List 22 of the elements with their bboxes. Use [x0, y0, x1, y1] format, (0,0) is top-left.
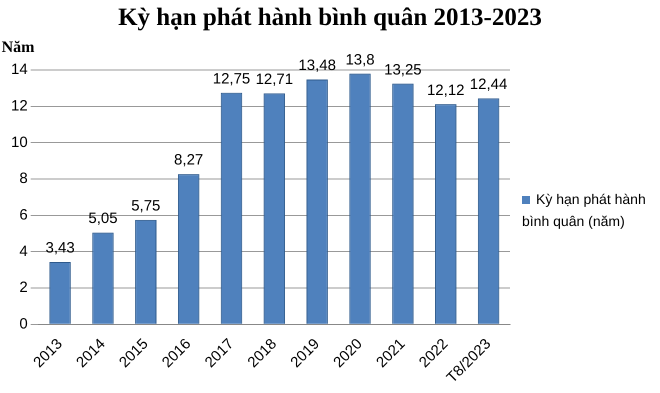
data-label: 5,75 — [131, 198, 160, 215]
y-tick-label: 2 — [19, 279, 28, 296]
data-label: 13,48 — [298, 57, 336, 74]
data-label: 12,44 — [470, 76, 508, 93]
data-label: 12,75 — [212, 70, 250, 88]
data-label: 12,12 — [426, 82, 465, 99]
data-label: 5,05 — [88, 210, 118, 228]
data-label: 12,71 — [256, 71, 294, 88]
chart-title: Kỳ hạn phát hành bình quân 2013-2023 — [117, 4, 543, 32]
legend-label: Kỳ hạn phát hành bình quân (năm) — [522, 190, 647, 231]
y-axis-title: Năm — [2, 39, 36, 56]
y-tick-label: 4 — [19, 242, 28, 260]
data-label: 3,43 — [46, 240, 75, 257]
y-tick-label: 8 — [19, 170, 28, 188]
y-tick-label: 14 — [10, 61, 28, 78]
y-tick-label: 10 — [10, 134, 28, 151]
y-tick-label: 6 — [19, 206, 28, 224]
data-label: 13,8 — [345, 51, 375, 68]
y-tick-label: 0 — [19, 315, 28, 332]
data-label: 8,27 — [174, 152, 204, 169]
data-label: 13,25 — [384, 61, 422, 78]
y-tick-label: 12 — [10, 97, 28, 114]
